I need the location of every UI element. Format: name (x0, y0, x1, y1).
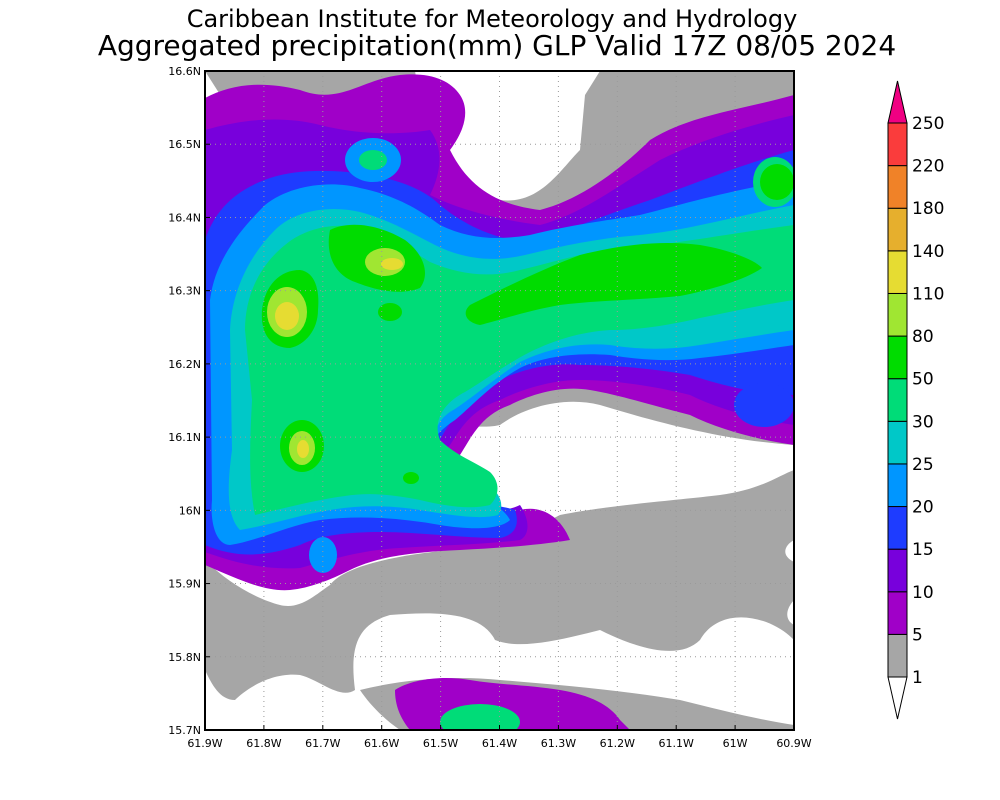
y-tick-label: 16.6N (168, 65, 201, 78)
x-tick-label: 60.9W (776, 737, 811, 750)
colorbar-swatch (887, 548, 908, 593)
x-tick-label: 61.6W (364, 737, 399, 750)
figure-title: Caribbean Institute for Meteorology and … (187, 5, 798, 33)
colorbar-swatch (887, 378, 908, 422)
precip-20-25mm-coastal-cell (309, 537, 337, 573)
colorbar-swatch (887, 335, 908, 380)
colorbar-swatch (887, 591, 908, 635)
colorbar-level-label: 1 (912, 668, 923, 688)
y-tick-label: 15.9N (168, 578, 201, 591)
y-tick-label: 16.4N (168, 211, 201, 224)
y-tick-label: 16.5N (168, 138, 201, 151)
colorbar-level-label: 30 (912, 412, 934, 432)
precip-15-20mm-east-cell (734, 383, 794, 427)
x-tick-label: 61.5W (423, 737, 458, 750)
colorbar-swatch (887, 463, 908, 508)
colorbar-level-label: 5 (912, 625, 923, 645)
colorbar-swatch (887, 292, 908, 337)
colorbar-level-label: 180 (912, 199, 944, 219)
colorbar-level-label: 25 (912, 455, 934, 475)
y-tick-label: 16.2N (168, 358, 201, 371)
colorbar-level-label: 250 (912, 114, 944, 134)
colorbar-lower-extension (887, 676, 908, 720)
precip-110-140mm-central-cell (381, 258, 403, 270)
precip-50-80mm-northeast-cell (760, 164, 794, 200)
colorbar-swatch (887, 250, 908, 294)
x-tick-label: 61W (723, 737, 748, 750)
y-tick-label: 16N (179, 504, 201, 517)
colorbar-level-label: 220 (912, 157, 944, 177)
precip-110-140mm-west-cell (275, 302, 299, 330)
colorbar-level-label: 80 (912, 327, 934, 347)
x-tick-label: 61.1W (659, 737, 694, 750)
x-tick-label: 61.3W (541, 737, 576, 750)
colorbar-level-label: 110 (912, 284, 944, 304)
x-tick-label: 61.7W (305, 737, 340, 750)
colorbar-swatch (887, 122, 908, 167)
precip-50-80mm-east (465, 243, 762, 325)
x-tick-label: 61.4W (482, 737, 517, 750)
colorbar-level-label: 50 (912, 370, 934, 390)
map-gridlines (205, 71, 794, 730)
y-tick-label: 16.1N (168, 431, 201, 444)
precip-110-140mm-south-cell (297, 440, 309, 458)
precip-30-50mm-south-cell (440, 704, 520, 730)
longitude-axis: 61.9W 61.8W 61.7W 61.6W 61.5W 61.4W 61.3W 61.2W… (187, 725, 812, 750)
colorbar-swatch (887, 633, 908, 678)
x-tick-label: 61.2W (600, 737, 635, 750)
colorbar-level-label: 15 (912, 540, 934, 560)
colorbar-swatch (887, 165, 908, 209)
x-tick-label: 61.8W (246, 737, 281, 750)
y-tick-label: 15.7N (168, 724, 201, 737)
colorbar-swatch (887, 506, 908, 550)
colorbar-level-label: 10 (912, 583, 934, 603)
precip-50-80mm-small-cell (378, 303, 402, 321)
x-tick-label: 61.9W (187, 737, 222, 750)
colorbar-upper-extension (887, 80, 908, 124)
colorbar-swatch (887, 207, 908, 252)
precip-50-80mm-coastal-cell (403, 472, 419, 484)
figure-subtitle: Aggregated precipitation(mm) GLP Valid 1… (98, 29, 896, 62)
y-tick-label: 15.8N (168, 651, 201, 664)
colorbar-level-label: 140 (912, 242, 944, 262)
latitude-axis: 15.7N 15.8N 15.9N 16N 16.1N 16.2N 16.3N 16.4N 16… (168, 65, 210, 737)
colorbar-swatch (887, 420, 908, 465)
colorbar-level-label: 20 (912, 498, 934, 518)
precip-30-50mm-north-cell (359, 150, 387, 170)
y-tick-label: 16.3N (168, 285, 201, 298)
precipitation-map: 61.9W 61.8W 61.7W 61.6W 61.5W 61.4W 61.3W 61.2W… (168, 65, 812, 750)
